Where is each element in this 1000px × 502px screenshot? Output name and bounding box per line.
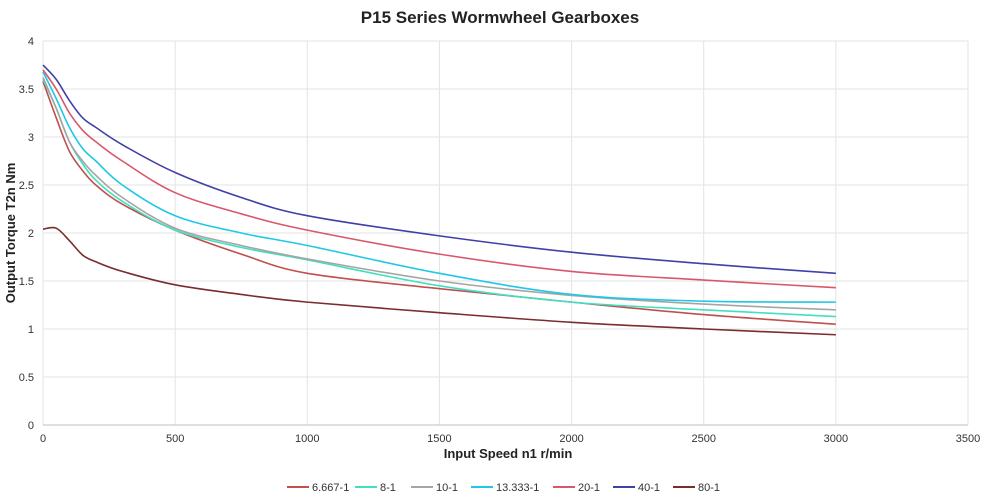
x-axis-label: Input Speed n1 r/min	[444, 446, 573, 461]
x-tick-label: 3000	[824, 433, 848, 445]
x-tick-label: 3500	[956, 433, 980, 445]
y-tick-label: 1	[28, 324, 34, 336]
legend-label-6.667-1: 6.667-1	[312, 482, 349, 494]
x-tick-label: 500	[166, 433, 184, 445]
legend-label-40-1: 40-1	[638, 482, 660, 494]
series-line-6.667-1	[42, 81, 836, 325]
y-tick-label: 2.5	[19, 180, 34, 192]
y-tick-label: 2	[28, 228, 34, 240]
tick-labels: 0 0.5 1 1.5 2 2.5 3 3.5 4 0 500 1000 1500 2000 2500 300…	[19, 36, 981, 445]
y-tick-label: 3	[28, 132, 34, 144]
series-lines	[42, 64, 836, 336]
y-tick-label: 3.5	[19, 84, 34, 96]
x-tick-label: 0	[40, 433, 46, 445]
series-line-20-1	[42, 69, 836, 289]
gridlines	[42, 40, 969, 426]
series-line-40-1	[42, 64, 836, 275]
legend-label-80-1: 80-1	[698, 482, 720, 494]
series-line-80-1	[42, 226, 836, 336]
y-tick-label: 4	[28, 36, 34, 48]
y-tick-label: 0.5	[19, 372, 34, 384]
chart-title: P15 Series Wormwheel Gearboxes	[361, 8, 639, 27]
x-tick-label: 1500	[427, 433, 451, 445]
series-line-10-1	[42, 77, 836, 311]
legend-label-10-1: 10-1	[436, 482, 458, 494]
legend-label-13.333-1: 13.333-1	[496, 482, 539, 494]
legend-label-20-1: 20-1	[578, 482, 600, 494]
x-tick-label: 2500	[691, 433, 715, 445]
x-tick-label: 1000	[295, 433, 319, 445]
y-axis-label: Output Torque T2n Nm	[3, 163, 18, 304]
series-line-13.333-1	[42, 71, 836, 303]
y-tick-label: 0	[28, 420, 34, 432]
y-tick-label: 1.5	[19, 276, 34, 288]
legend-label-8-1: 8-1	[380, 482, 396, 494]
legend: 6.667-1 8-1 10-1 13.333-1 20-1 40-1 80-1	[287, 482, 720, 494]
x-tick-label: 2000	[559, 433, 583, 445]
